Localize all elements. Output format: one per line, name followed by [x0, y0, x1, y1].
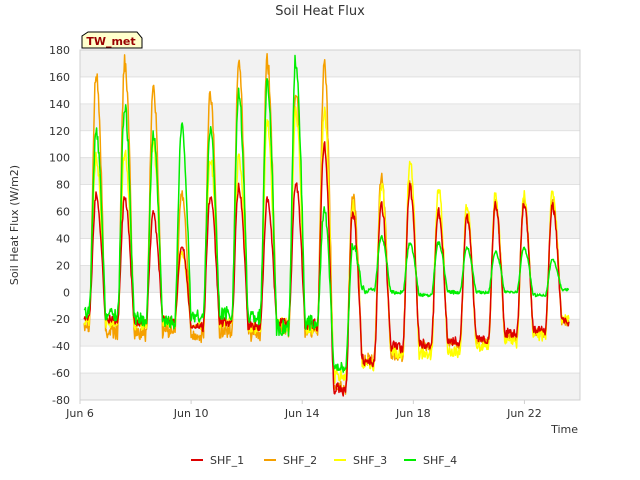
y-tick-label: -80: [52, 394, 70, 407]
plot-frame: [79, 49, 581, 401]
x-tick-label: Jun 6: [65, 407, 94, 420]
y-tick-label: 100: [49, 152, 70, 165]
y-tick-label: 40: [56, 232, 70, 245]
plot-band: [80, 103, 580, 131]
y-axis-title: Soil Heat Flux (W/m2): [8, 165, 21, 285]
y-tick-label: 80: [56, 179, 70, 192]
station-badge: TW_met: [81, 31, 143, 49]
y-tick-label: 180: [49, 44, 70, 57]
y-tick-label: 120: [49, 125, 70, 138]
x-tick-label: Jun 10: [173, 407, 209, 420]
legend-label: SHF_1: [210, 454, 244, 467]
x-axis-title: Time: [550, 423, 578, 436]
y-tick-label: 20: [56, 259, 70, 272]
legend-label: SHF_2: [283, 454, 317, 467]
plot-band: [80, 373, 580, 400]
y-tick-label: 0: [63, 286, 70, 299]
y-tick-label: 160: [49, 71, 70, 84]
x-tick-label: Jun 18: [395, 407, 431, 420]
y-tick-label: -40: [52, 340, 70, 353]
chart-title: Soil Heat Flux: [275, 4, 365, 19]
plot-band: [80, 157, 580, 185]
x-axis-ticks: Jun 6 Jun 10 Jun 14 Jun 18 Jun 22: [65, 400, 542, 420]
legend: SHF_1 SHF_2 SHF_3 SHF_4: [191, 454, 457, 467]
x-tick-label: Jun 14: [284, 407, 320, 420]
plot-band: [80, 50, 580, 77]
y-tick-label: 140: [49, 98, 70, 111]
legend-label: SHF_3: [353, 454, 387, 467]
x-tick-label: Jun 22: [506, 407, 542, 420]
y-tick-label: 60: [56, 206, 70, 219]
series-lines: [83, 52, 570, 397]
y-tick-label: -60: [52, 367, 70, 380]
legend-label: SHF_4: [423, 454, 457, 467]
station-badge-label: TW_met: [86, 35, 135, 48]
y-axis-ticks: -80 -60 -40 -20 0 20 40 60 80 100 120 140 160 180: [49, 44, 70, 407]
y-tick-label: -20: [52, 313, 70, 326]
series-line-shf-4: [83, 54, 570, 373]
